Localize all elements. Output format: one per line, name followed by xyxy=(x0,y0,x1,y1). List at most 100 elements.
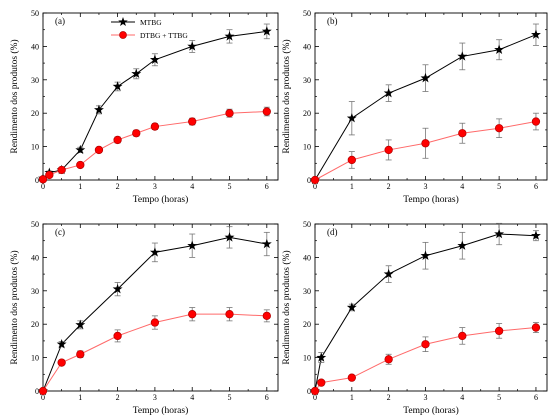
data-point-star xyxy=(149,247,160,257)
x-tick-label: 2 xyxy=(387,182,391,191)
x-tick-label: 4 xyxy=(460,393,464,402)
y-tick-label: 30 xyxy=(303,287,311,296)
data-point-star xyxy=(112,283,123,294)
data-point-star xyxy=(75,319,86,330)
x-tick-label: 0 xyxy=(41,393,45,402)
y-tick-label: 20 xyxy=(303,109,311,118)
x-axis-label: Tempo (horas) xyxy=(403,405,459,416)
chart-panel: 0 1 2 3 4 5 6 0 10 20 30 40 50 Tempo (horas) Rendiment… xyxy=(9,9,279,205)
x-tick-label: 4 xyxy=(460,182,464,191)
x-tick-label: 3 xyxy=(153,182,157,191)
x-tick-label: 5 xyxy=(228,182,232,191)
x-axis-label: Tempo (horas) xyxy=(133,405,189,416)
data-point-star xyxy=(531,230,541,240)
data-point-star xyxy=(346,302,357,312)
series-line xyxy=(42,111,267,180)
y-tick-label: 30 xyxy=(303,76,311,85)
data-point-star xyxy=(56,339,67,349)
x-tick-label: 0 xyxy=(313,393,317,402)
y-tick-label: 40 xyxy=(303,253,311,262)
x-tick-label: 1 xyxy=(350,182,354,191)
data-point-circle xyxy=(384,355,393,364)
x-tick-label: 6 xyxy=(534,182,538,191)
y-axis-label: Rendimento dos produtos (%) xyxy=(281,250,292,364)
series-line xyxy=(42,236,267,392)
y-tick-label: 50 xyxy=(303,9,311,18)
y-tick-label: 20 xyxy=(31,320,39,329)
x-tick-label: 2 xyxy=(116,182,120,191)
chart-panel: 0 1 2 3 4 5 6 0 10 20 30 40 50 Tempo (horas) Rendiment… xyxy=(281,220,548,416)
data-point-star xyxy=(261,26,272,36)
data-point-star xyxy=(112,81,123,91)
x-tick-label: 1 xyxy=(350,393,354,402)
data-point-star xyxy=(420,72,431,83)
y-tick-label: 0 xyxy=(307,176,311,185)
y-tick-label: 50 xyxy=(31,9,39,18)
data-point-circle xyxy=(76,350,85,359)
x-axis-label: Tempo (horas) xyxy=(133,194,189,205)
data-point-circle xyxy=(384,145,393,155)
data-point-circle xyxy=(317,378,326,387)
data-point-circle xyxy=(38,175,48,184)
x-tick-label: 3 xyxy=(153,393,157,402)
y-tick-label: 40 xyxy=(31,253,39,262)
data-point-circle xyxy=(94,145,104,155)
data-point-circle xyxy=(531,117,541,126)
data-point-circle xyxy=(458,331,467,341)
x-tick-label: 2 xyxy=(116,393,120,402)
data-point-circle xyxy=(421,139,430,148)
data-point-star xyxy=(383,87,394,98)
data-point-circle xyxy=(310,175,320,185)
data-point-circle xyxy=(494,326,504,336)
data-point-circle xyxy=(225,109,234,118)
legend-label: DTBG + TTBG xyxy=(140,31,188,40)
y-tick-label: 0 xyxy=(307,387,311,396)
data-point-circle xyxy=(225,310,234,319)
data-point-star xyxy=(420,250,431,260)
plot-frame xyxy=(42,223,279,392)
x-tick-label: 5 xyxy=(497,182,501,191)
panel-letter: (c) xyxy=(55,227,65,237)
x-tick-label: 2 xyxy=(387,393,391,402)
x-tick-label: 1 xyxy=(78,182,82,191)
x-tick-label: 5 xyxy=(497,393,501,402)
y-axis-label: Rendimento dos produtos (%) xyxy=(9,250,20,364)
data-point-circle xyxy=(150,318,160,327)
x-tick-label: 6 xyxy=(534,393,538,402)
data-point-circle xyxy=(132,129,141,138)
data-point-star xyxy=(316,352,327,362)
data-point-star xyxy=(383,268,394,279)
y-axis-label: Rendimento dos produtos (%) xyxy=(9,39,20,153)
y-tick-label: 10 xyxy=(303,143,311,152)
panel-letter: (b) xyxy=(327,16,338,26)
x-tick-label: 3 xyxy=(423,393,427,402)
data-point-circle xyxy=(347,373,356,382)
panel-letter: (d) xyxy=(327,227,338,237)
data-point-star xyxy=(224,232,235,242)
data-point-circle xyxy=(188,117,197,126)
data-point-star xyxy=(494,228,505,239)
y-tick-label: 30 xyxy=(31,76,39,85)
data-point-star xyxy=(224,31,235,41)
data-point-circle xyxy=(113,135,122,145)
y-tick-label: 50 xyxy=(31,220,39,229)
y-tick-label: 40 xyxy=(31,42,39,51)
y-tick-label: 40 xyxy=(303,42,311,51)
x-tick-label: 5 xyxy=(228,393,232,402)
data-point-circle xyxy=(38,386,48,396)
x-tick-label: 4 xyxy=(190,393,194,402)
x-tick-label: 6 xyxy=(265,182,269,191)
data-point-star xyxy=(75,144,86,155)
y-tick-label: 30 xyxy=(31,287,39,296)
data-point-circle xyxy=(45,170,54,180)
y-tick-label: 10 xyxy=(303,354,311,363)
data-point-circle xyxy=(310,386,320,396)
data-point-circle xyxy=(262,107,271,116)
chart-panel: 0 1 2 3 4 5 6 0 10 20 30 40 50 Tempo (horas) Rendiment… xyxy=(9,220,279,416)
chart-panel: 0 1 2 3 4 5 6 0 10 20 30 40 50 Tempo (horas) Rendiment… xyxy=(281,9,548,205)
data-point-star xyxy=(494,44,505,54)
panel-letter: (a) xyxy=(55,16,65,26)
data-point-star xyxy=(187,240,198,250)
data-point-star xyxy=(261,238,272,249)
